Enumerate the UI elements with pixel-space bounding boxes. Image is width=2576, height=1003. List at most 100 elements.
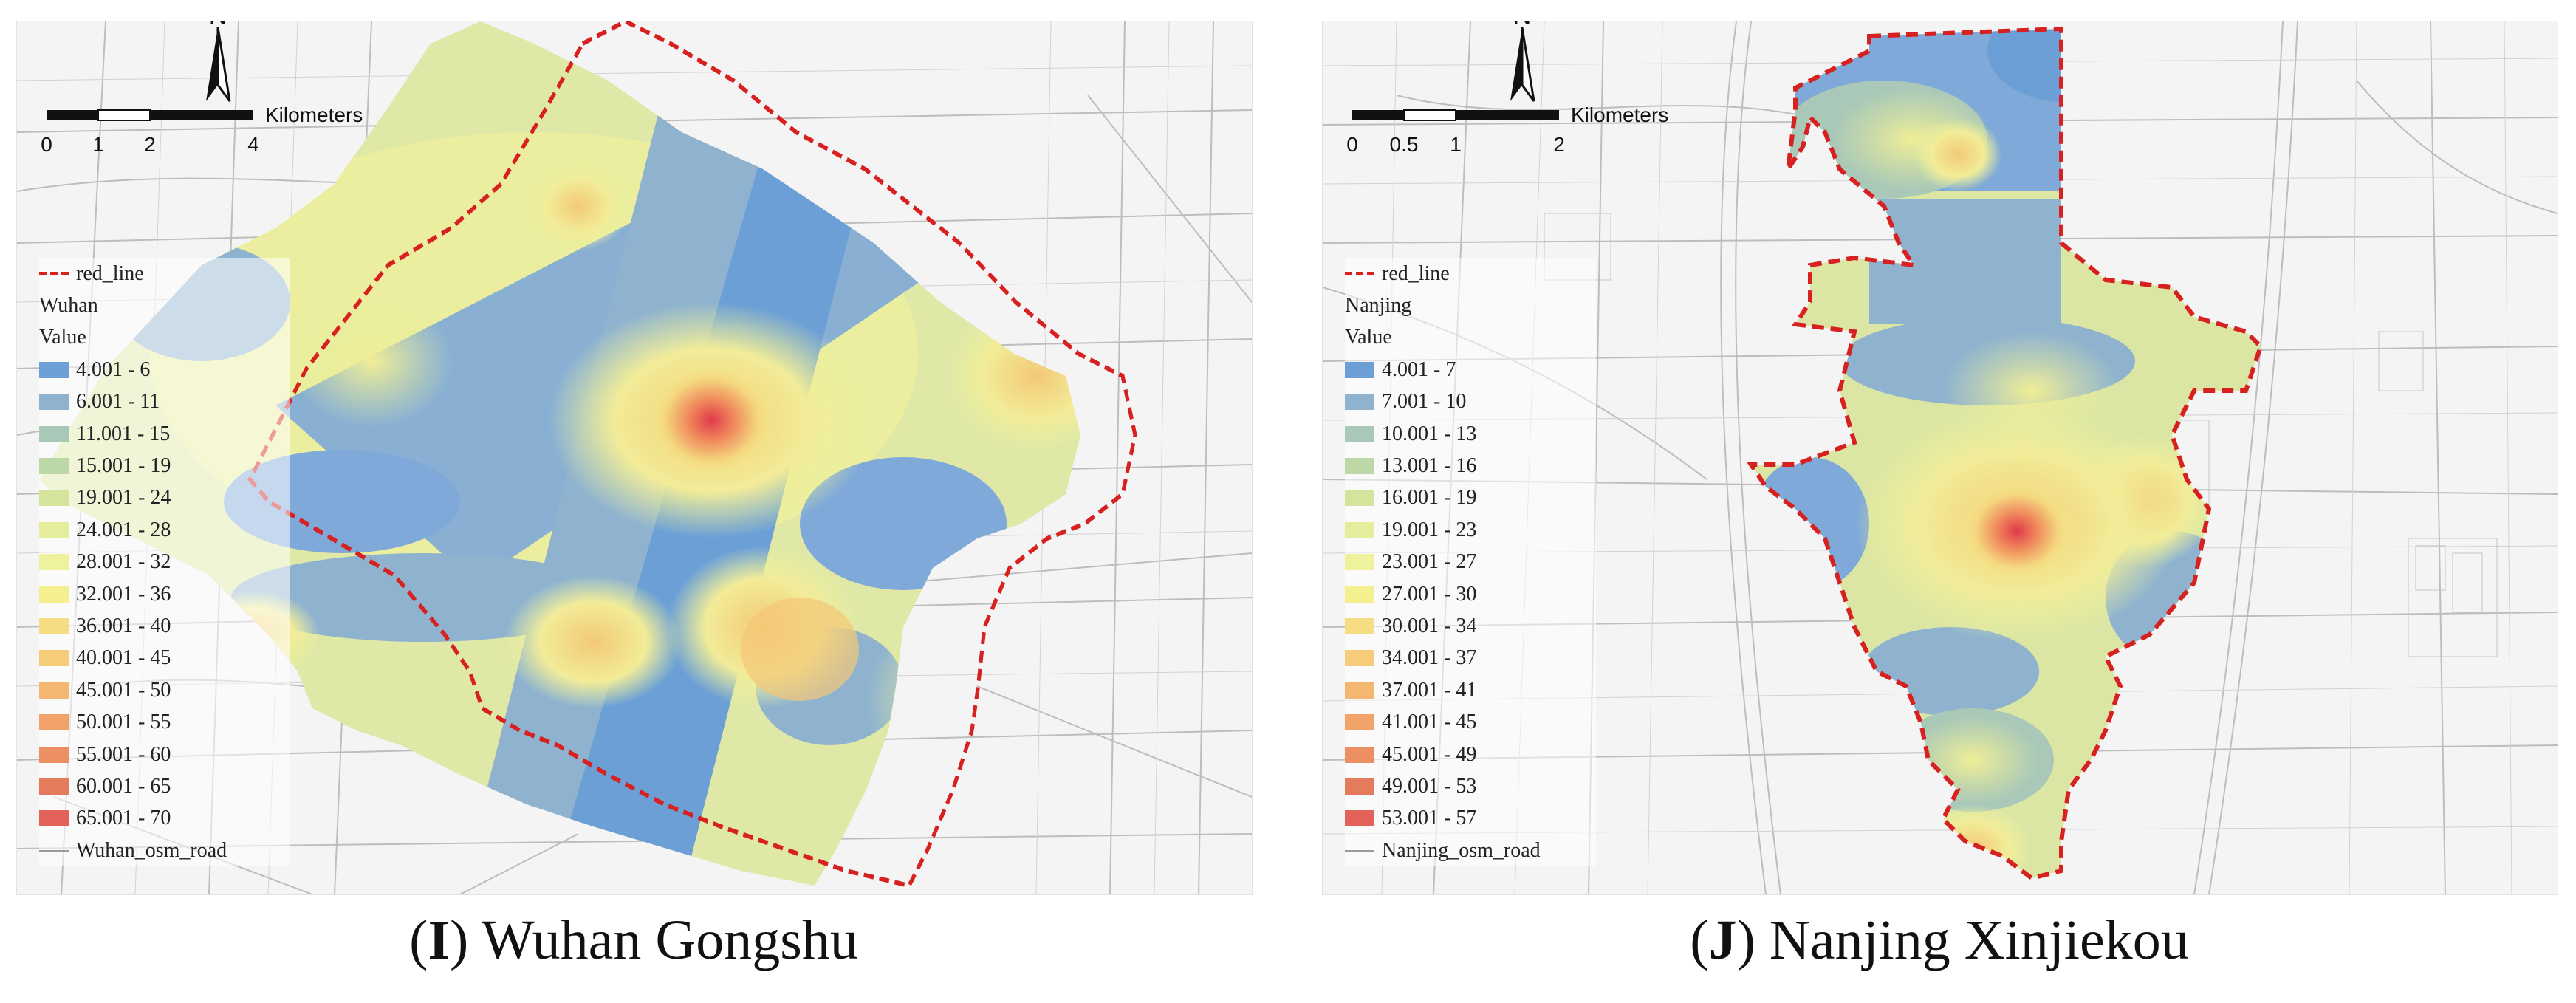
legend-field-title: Value	[39, 326, 86, 349]
legend-class-label: 4.001 - 7	[1382, 357, 1456, 381]
color-swatch	[1345, 746, 1374, 763]
caption-nanjing: (J) Nanjing Xinjiekou	[1690, 909, 2189, 971]
scale-tick: 0	[1346, 133, 1358, 156]
legend-class-label: 65.001 - 70	[76, 807, 171, 830]
legend-class-item: 65.001 - 70	[39, 803, 290, 835]
legend-class-item: 32.001 - 36	[39, 578, 290, 610]
color-swatch	[39, 617, 69, 634]
legend-roads: Wuhan_osm_road	[39, 835, 290, 866]
color-swatch	[1345, 425, 1374, 442]
color-swatch	[1345, 617, 1374, 634]
color-swatch	[1345, 682, 1374, 699]
legend-class-label: 37.001 - 41	[1382, 678, 1477, 702]
legend-class-item: 27.001 - 30	[1345, 578, 1596, 610]
legend-class-item: 4.001 - 7	[1345, 354, 1596, 386]
legend-class-label: 36.001 - 40	[76, 614, 171, 637]
caption-letter: J	[1708, 909, 1737, 971]
color-swatch	[39, 810, 69, 827]
legend-boundary: red_line	[39, 258, 290, 290]
map-panel-nanjing: N Kilometers 0 0.5 1 2 red_line Nanjing …	[1322, 21, 2558, 895]
legend-class-label: 53.001 - 57	[1382, 807, 1477, 830]
legend-class-label: 34.001 - 37	[1382, 646, 1477, 670]
scale-tick: 1	[92, 133, 104, 156]
color-swatch	[39, 586, 69, 603]
scale-tick: 0.5	[1390, 133, 1419, 156]
legend-class-label: 24.001 - 28	[76, 518, 171, 541]
legend-class-item: 50.001 - 55	[39, 706, 290, 738]
legend-class-item: 36.001 - 40	[39, 610, 290, 642]
road-line-icon	[1345, 849, 1374, 852]
color-swatch	[1345, 361, 1374, 378]
color-swatch	[39, 458, 69, 475]
color-swatch	[1345, 778, 1374, 795]
legend-layer-title: Wuhan	[39, 294, 98, 318]
legend-layer-title: Nanjing	[1345, 294, 1412, 318]
color-swatch	[39, 650, 69, 667]
color-swatch	[39, 746, 69, 763]
dashed-line-icon	[1345, 272, 1374, 276]
red-line-boundary	[1747, 26, 2264, 881]
legend-class-item: 55.001 - 60	[39, 739, 290, 770]
dashed-line-icon	[39, 272, 69, 276]
color-swatch	[39, 554, 69, 571]
north-arrow-icon: N	[1510, 21, 1535, 102]
legend-class-item: 53.001 - 57	[1345, 803, 1596, 835]
map-nanjing: N Kilometers 0 0.5 1 2	[1323, 21, 2558, 894]
color-swatch	[1345, 554, 1374, 571]
color-swatch	[1345, 490, 1374, 507]
legend-class-label: 45.001 - 50	[76, 678, 171, 702]
legend-class-item: 23.001 - 27	[1345, 547, 1596, 578]
legend-class-label: 10.001 - 13	[1382, 422, 1477, 445]
legend-class-item: 19.001 - 23	[1345, 514, 1596, 546]
color-swatch	[1345, 810, 1374, 827]
legend-class-label: 55.001 - 60	[76, 742, 171, 766]
legend-class-item: 40.001 - 45	[39, 643, 290, 674]
legend-class-item: 28.001 - 32	[39, 547, 290, 578]
color-swatch	[1345, 714, 1374, 731]
north-label: N	[209, 21, 227, 30]
legend-class-label: 7.001 - 10	[1382, 390, 1467, 414]
legend-roads: Nanjing_osm_road	[1345, 835, 1596, 866]
legend-class-label: 41.001 - 45	[1382, 711, 1477, 734]
scale-tick: 2	[1553, 133, 1565, 156]
legend-class-label: 16.001 - 19	[1382, 486, 1477, 510]
legend-class-item: 7.001 - 10	[1345, 386, 1596, 418]
legend-class-item: 49.001 - 53	[1345, 770, 1596, 802]
legend-boundary-label: red_line	[1382, 261, 1450, 285]
scale-tick: 2	[144, 133, 156, 156]
legend-class-label: 28.001 - 32	[76, 550, 171, 574]
legend-class-label: 60.001 - 65	[76, 774, 171, 798]
color-swatch	[39, 778, 69, 795]
legend-class-item: 45.001 - 50	[39, 674, 290, 706]
map-panel-wuhan: N Kilometers 0 1 2 4 red_line Wuhan Valu…	[16, 21, 1253, 895]
legend-class-item: 60.001 - 65	[39, 770, 290, 802]
legend-class-label: 11.001 - 15	[76, 422, 171, 445]
legend-class-item: 19.001 - 24	[39, 482, 290, 514]
legend-class-label: 27.001 - 30	[1382, 582, 1477, 606]
legend-class-label: 15.001 - 19	[76, 454, 171, 478]
caption-wuhan: (I) Wuhan Gongshu	[409, 909, 858, 971]
color-swatch	[39, 682, 69, 699]
legend-class-item: 16.001 - 19	[1345, 482, 1596, 514]
legend-class-label: 4.001 - 6	[76, 357, 151, 381]
north-arrow-icon: N	[206, 21, 231, 102]
legend-class-label: 49.001 - 53	[1382, 774, 1477, 798]
legend-field-title: Value	[1345, 326, 1392, 349]
legend-class-item: 34.001 - 37	[1345, 643, 1596, 674]
color-swatch	[1345, 586, 1374, 603]
color-swatch	[1345, 458, 1374, 475]
legend-roads-label: Nanjing_osm_road	[1382, 838, 1541, 862]
color-swatch	[39, 425, 69, 442]
color-swatch	[39, 714, 69, 731]
legend-class-label: 19.001 - 23	[1382, 518, 1477, 541]
legend-boundary-label: red_line	[76, 261, 144, 285]
legend-class-item: 10.001 - 13	[1345, 418, 1596, 450]
legend-class-item: 15.001 - 19	[39, 450, 290, 482]
color-swatch	[39, 490, 69, 507]
color-swatch	[1345, 394, 1374, 411]
legend-class-label: 30.001 - 34	[1382, 614, 1477, 637]
legend-class-label: 45.001 - 49	[1382, 742, 1477, 766]
legend-class-label: 50.001 - 55	[76, 711, 171, 734]
legend-class-item: 4.001 - 6	[39, 354, 290, 386]
legend-class-item: 45.001 - 49	[1345, 739, 1596, 770]
